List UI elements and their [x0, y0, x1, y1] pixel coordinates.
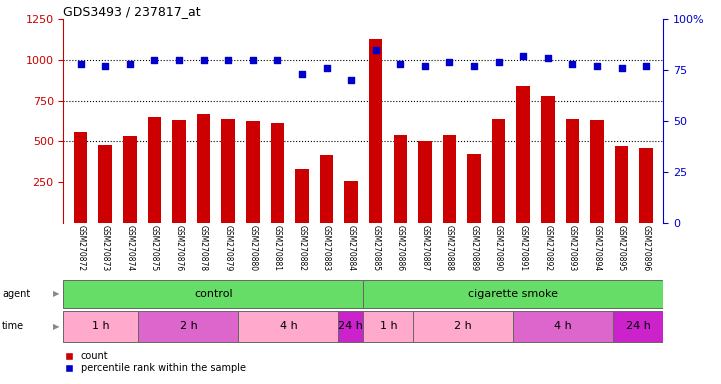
Text: GSM270890: GSM270890: [494, 225, 503, 271]
Bar: [197, 114, 211, 223]
Bar: [338, 311, 363, 342]
Point: [394, 61, 406, 67]
Bar: [513, 311, 614, 342]
Bar: [615, 146, 628, 223]
Point: [616, 65, 627, 71]
Bar: [172, 120, 186, 223]
Point: [640, 63, 652, 69]
Text: GSM270873: GSM270873: [101, 225, 110, 271]
Bar: [74, 132, 87, 223]
Text: 1 h: 1 h: [379, 321, 397, 331]
Text: 24 h: 24 h: [338, 321, 363, 331]
Text: agent: agent: [2, 289, 30, 299]
Legend: count, percentile rank within the sample: count, percentile rank within the sample: [61, 348, 249, 377]
Text: GSM270876: GSM270876: [174, 225, 184, 271]
Bar: [394, 135, 407, 223]
Text: GSM270895: GSM270895: [617, 225, 626, 271]
Text: GSM270872: GSM270872: [76, 225, 85, 271]
Text: GSM270880: GSM270880: [248, 225, 257, 271]
Text: GSM270887: GSM270887: [420, 225, 429, 271]
Point: [149, 57, 160, 63]
Bar: [221, 119, 235, 223]
Text: GSM270888: GSM270888: [445, 225, 454, 271]
Bar: [99, 144, 112, 223]
Point: [222, 57, 234, 63]
Point: [493, 59, 505, 65]
Bar: [148, 117, 162, 223]
Text: GSM270886: GSM270886: [396, 225, 404, 271]
Bar: [345, 181, 358, 223]
Text: GSM270892: GSM270892: [543, 225, 552, 271]
Point: [247, 57, 259, 63]
Bar: [319, 155, 333, 223]
Text: GSM270882: GSM270882: [298, 225, 306, 271]
Text: GSM270878: GSM270878: [199, 225, 208, 271]
Text: 2 h: 2 h: [180, 321, 198, 331]
Bar: [590, 120, 603, 223]
Point: [296, 71, 308, 77]
Text: GSM270885: GSM270885: [371, 225, 380, 271]
Point: [468, 63, 479, 69]
Text: GSM270883: GSM270883: [322, 225, 331, 271]
Point: [443, 59, 455, 65]
Point: [272, 57, 283, 63]
Point: [518, 53, 529, 59]
Text: 24 h: 24 h: [626, 321, 651, 331]
Text: GSM270874: GSM270874: [125, 225, 134, 271]
Text: GSM270881: GSM270881: [273, 225, 282, 271]
Bar: [295, 169, 309, 223]
Text: 4 h: 4 h: [280, 321, 297, 331]
Point: [591, 63, 603, 69]
Point: [198, 57, 209, 63]
Bar: [63, 280, 363, 308]
Bar: [363, 280, 663, 308]
Text: control: control: [194, 289, 233, 299]
Text: ▶: ▶: [53, 322, 60, 331]
Text: GSM270884: GSM270884: [347, 225, 355, 271]
Point: [99, 63, 111, 69]
Point: [124, 61, 136, 67]
Point: [345, 77, 357, 83]
Text: GSM270879: GSM270879: [224, 225, 233, 271]
Point: [542, 55, 554, 61]
Bar: [239, 311, 338, 342]
Bar: [270, 122, 284, 223]
Text: time: time: [2, 321, 25, 331]
Point: [321, 65, 332, 71]
Text: GSM270896: GSM270896: [642, 225, 650, 271]
Bar: [565, 119, 579, 223]
Text: GDS3493 / 237817_at: GDS3493 / 237817_at: [63, 5, 201, 18]
Text: GSM270891: GSM270891: [518, 225, 528, 271]
Point: [567, 61, 578, 67]
Bar: [246, 121, 260, 223]
Text: GSM270894: GSM270894: [593, 225, 601, 271]
Bar: [418, 141, 432, 223]
Bar: [492, 119, 505, 223]
Bar: [443, 135, 456, 223]
Bar: [614, 311, 663, 342]
Text: 2 h: 2 h: [454, 321, 472, 331]
Bar: [363, 311, 413, 342]
Bar: [369, 39, 382, 223]
Point: [419, 63, 430, 69]
Text: GSM270889: GSM270889: [469, 225, 479, 271]
Bar: [541, 96, 554, 223]
Bar: [123, 136, 136, 223]
Text: GSM270893: GSM270893: [568, 225, 577, 271]
Point: [173, 57, 185, 63]
Text: ▶: ▶: [53, 289, 60, 298]
Bar: [640, 148, 653, 223]
Text: GSM270875: GSM270875: [150, 225, 159, 271]
Text: cigarette smoke: cigarette smoke: [469, 289, 558, 299]
Bar: [138, 311, 239, 342]
Bar: [63, 311, 138, 342]
Point: [370, 47, 381, 53]
Bar: [516, 86, 530, 223]
Text: 4 h: 4 h: [554, 321, 572, 331]
Bar: [467, 154, 481, 223]
Text: 1 h: 1 h: [92, 321, 110, 331]
Bar: [413, 311, 513, 342]
Point: [75, 61, 87, 67]
